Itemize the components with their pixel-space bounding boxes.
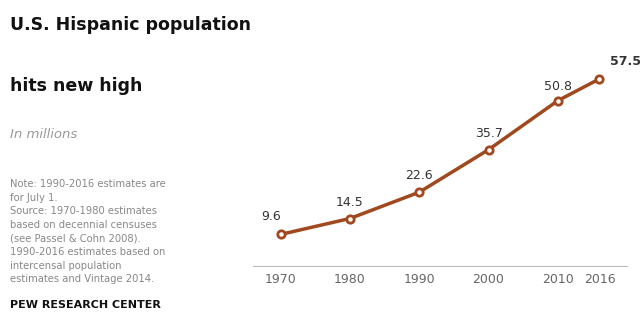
Point xyxy=(483,147,493,152)
Point xyxy=(553,98,563,103)
Text: 35.7: 35.7 xyxy=(475,127,502,140)
Text: 22.6: 22.6 xyxy=(405,170,433,182)
Text: 14.5: 14.5 xyxy=(336,196,364,209)
Text: PEW RESEARCH CENTER: PEW RESEARCH CENTER xyxy=(10,300,161,310)
Text: 57.5: 57.5 xyxy=(610,54,640,68)
Point xyxy=(595,76,605,82)
Text: 50.8: 50.8 xyxy=(544,80,572,92)
Point xyxy=(275,232,285,237)
Text: hits new high: hits new high xyxy=(10,77,142,95)
Text: In millions: In millions xyxy=(10,128,77,141)
Text: 9.6: 9.6 xyxy=(260,210,280,223)
Point xyxy=(414,190,424,195)
Text: Note: 1990-2016 estimates are
for July 1.
Source: 1970-1980 estimates
based on d: Note: 1990-2016 estimates are for July 1… xyxy=(10,179,165,284)
Point xyxy=(345,216,355,221)
Text: U.S. Hispanic population: U.S. Hispanic population xyxy=(10,16,251,34)
